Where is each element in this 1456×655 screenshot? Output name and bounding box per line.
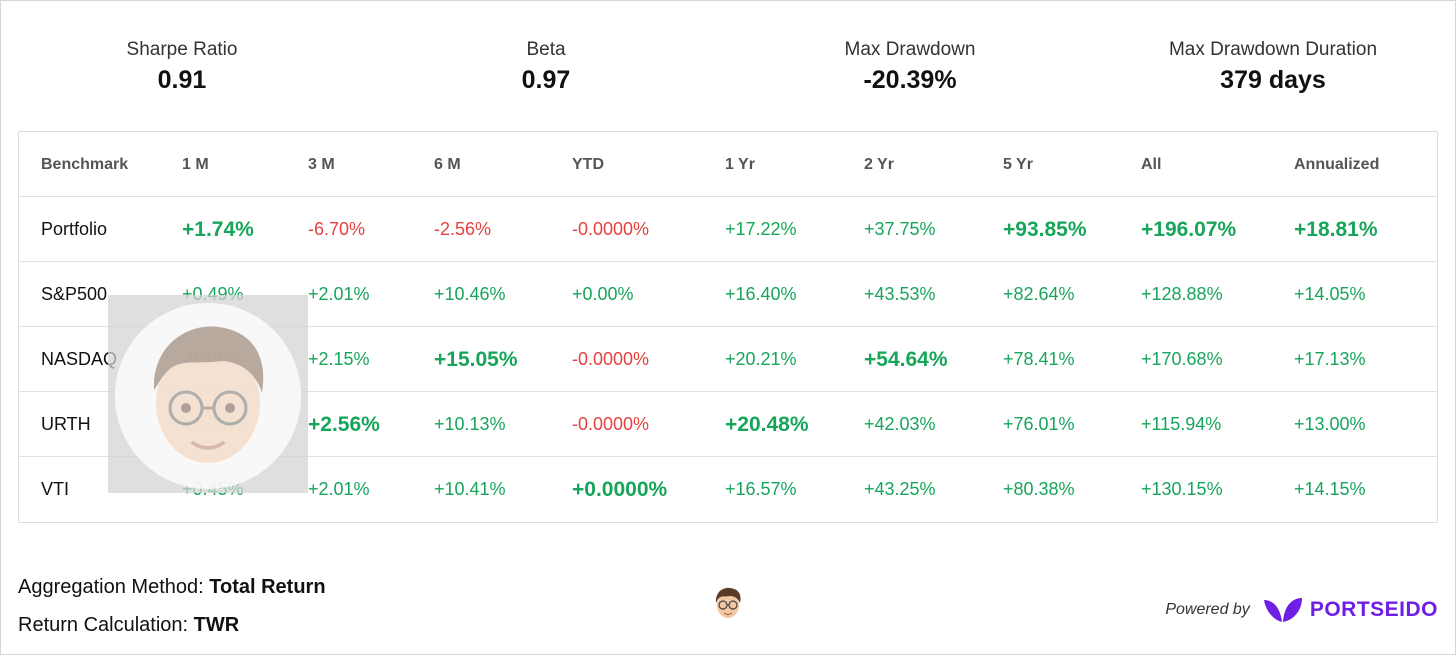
return-cell: +42.03% [864,414,936,434]
return-cell: +2.01% [308,479,370,499]
return-cell: +1.74% [182,218,254,241]
return-cell: -2.56% [434,219,492,239]
metric-label: Max Drawdown Duration [1168,39,1378,60]
leaf-logo-icon [1263,598,1302,622]
metric-value: -20.39% [863,66,957,94]
return-cell: +10.41% [434,479,506,499]
metric-label: Sharpe Ratio [126,39,238,60]
column-header-annualized[interactable]: Annualized [1294,156,1380,173]
return-cell: +37.75% [864,219,936,239]
return-cell: +10.46% [434,284,506,304]
summary-metrics: Sharpe Ratio 0.91 Beta 0.97 Max Drawdown… [0,38,1456,98]
return-cell: +130.15% [1141,479,1223,499]
table-row: S&P500 +0.49% +2.01% +10.46% +0.00% +16.40% +4… [19,262,1437,327]
column-header-3m[interactable]: 3 M [308,156,335,173]
return-calculation-label: Return Calculation: [18,614,189,636]
return-cell: +43.53% [864,284,936,304]
return-cell: +93.85% [1003,218,1087,241]
return-cell: +20.48% [725,413,809,436]
avatar-watermark-icon [108,295,308,493]
return-cell: -0.0000% [572,349,650,369]
return-cell: +16.40% [725,284,797,304]
return-cell: +16.57% [725,479,797,499]
column-header-6m[interactable]: 6 M [434,156,461,173]
table-row: NASDAQ-0.14%+2.15%+15.05%-0.0000%+20.21%… [19,327,1437,392]
metric-label: Beta [526,39,566,60]
metric-value: 0.91 [157,66,207,94]
return-cell: +10.13% [434,414,506,434]
watermark-ring [115,303,301,489]
return-cell: +15.05% [434,348,518,371]
metric-max-drawdown: Max Drawdown -20.39% [760,38,1060,96]
return-cell: +0.0000% [572,478,668,501]
table-row: VTI+0.45%+2.01%+10.41%+0.0000%+16.57%+43… [19,457,1437,522]
benchmark-name: S&P500 [41,284,108,304]
metric-value: 0.97 [521,66,571,94]
return-calculation-line: Return Calculation: TWR [18,606,326,644]
return-calculation-value: TWR [193,614,240,636]
aggregation-method-value: Total Return [209,576,326,598]
return-cell: -0.0000% [572,414,650,434]
return-cell: +80.38% [1003,479,1075,499]
return-cell: +18.81% [1294,218,1378,241]
column-header-1m[interactable]: 1 M [182,156,209,173]
benchmark-name: VTI [41,479,70,499]
brand-name[interactable]: PORTSEIDO [1309,598,1438,621]
benchmark-name: NASDAQ [41,349,118,369]
returns-table: Benchmark 1 M 3 M 6 M YTD 1 Yr 2 Yr 5 Yr… [18,131,1438,523]
powered-by: Powered by PORTSEIDO [1165,594,1438,626]
return-cell: -0.0000% [572,219,650,239]
return-cell: +17.13% [1294,349,1366,369]
return-cell: +43.25% [864,479,936,499]
return-cell: +196.07% [1141,218,1237,241]
metric-beta: Beta 0.97 [396,38,696,96]
return-cell: +82.64% [1003,284,1075,304]
benchmark-name: Portfolio [41,219,108,239]
return-cell: +76.01% [1003,414,1075,434]
return-cell: +2.15% [308,349,370,369]
table-row: URTH+1.25%+2.56%+10.13%-0.0000%+20.48%+4… [19,392,1437,457]
return-cell: +0.00% [572,284,634,304]
memoji-face-icon [153,326,264,463]
return-cell: +20.21% [725,349,797,369]
return-cell: +13.00% [1294,414,1366,434]
column-header-5yr[interactable]: 5 Yr [1003,156,1033,173]
powered-by-label: Powered by [1165,601,1250,618]
return-cell: +54.64% [864,348,948,371]
metric-value: 379 days [1220,66,1326,94]
column-header-1yr[interactable]: 1 Yr [725,156,755,173]
table-row: Portfolio +1.74% -6.70% -2.56% -0.0000% +17.2… [19,197,1437,262]
return-cell: +14.15% [1294,479,1366,499]
footer-settings: Aggregation Method: Total Return Return … [18,568,326,644]
metric-max-drawdown-duration: Max Drawdown Duration 379 days [1123,38,1423,96]
return-cell: +128.88% [1141,284,1223,304]
column-header-all[interactable]: All [1141,156,1162,173]
column-header-2yr[interactable]: 2 Yr [864,156,894,173]
column-header-benchmark[interactable]: Benchmark [41,156,129,173]
return-cell: -6.70% [308,219,366,239]
memoji-avatar-icon [715,587,741,618]
return-cell: +115.94% [1141,414,1222,434]
table-header-row: Benchmark 1 M 3 M 6 M YTD 1 Yr 2 Yr 5 Yr… [19,132,1437,197]
metric-sharpe-ratio: Sharpe Ratio 0.91 [32,38,332,96]
return-cell: +14.05% [1294,284,1366,304]
return-cell: +78.41% [1003,349,1075,369]
aggregation-method-line: Aggregation Method: Total Return [18,568,326,606]
return-cell: +170.68% [1141,349,1223,369]
aggregation-method-label: Aggregation Method: [18,576,204,598]
return-cell: +2.56% [308,413,380,436]
benchmark-name: URTH [41,414,91,434]
return-cell: +17.22% [725,219,797,239]
column-header-ytd[interactable]: YTD [572,156,604,173]
return-cell: +2.01% [308,284,370,304]
metric-label: Max Drawdown [844,39,976,60]
